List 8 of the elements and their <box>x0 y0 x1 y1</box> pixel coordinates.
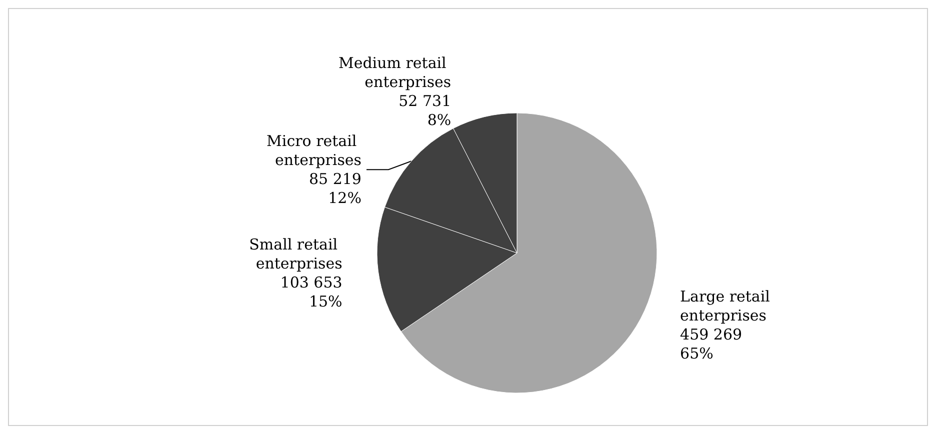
slice-label: Large retail enterprises <box>680 288 775 325</box>
data-label: 52 731 8% <box>398 92 452 130</box>
slice-label: Micro retail enterprises <box>266 132 362 170</box>
data-label: 103 653 15% <box>280 274 342 311</box>
slice-label: Medium retail enterprises <box>338 54 452 92</box>
data-label: 85 219 12% <box>308 170 362 208</box>
slice-label: Small retail enterprises <box>249 236 342 273</box>
data-label: 459 269 65% <box>680 326 742 363</box>
